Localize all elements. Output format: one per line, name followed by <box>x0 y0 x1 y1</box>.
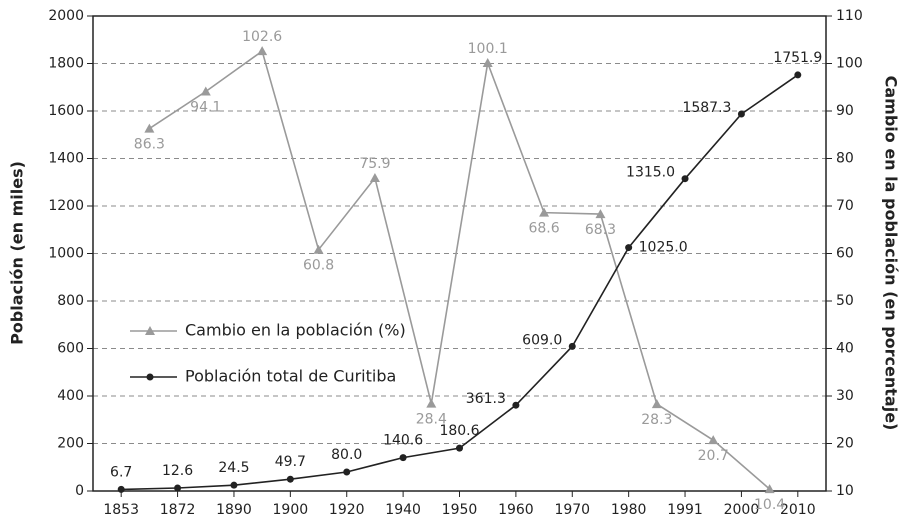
y-tick-label: 800 <box>57 293 84 309</box>
data-label: 1315.0 <box>626 165 675 181</box>
data-label: 28.3 <box>641 412 672 428</box>
y-axis-title: Población (en miles) <box>8 161 27 345</box>
x-tick-label: 1950 <box>442 502 478 518</box>
point <box>257 46 268 56</box>
point <box>200 86 211 96</box>
data-label: 180.6 <box>439 423 479 439</box>
point <box>230 481 238 489</box>
x-tick-label: 1872 <box>160 502 196 518</box>
y-tick-label: 1200 <box>48 198 84 214</box>
y2-axis-title: Cambio en la población (en porcentaje) <box>882 76 901 431</box>
x-tick-label: 1970 <box>554 502 590 518</box>
data-label: 94.1 <box>190 100 221 116</box>
point <box>764 484 775 494</box>
y2-tick-label: 80 <box>836 151 854 167</box>
data-label: 609.0 <box>522 332 562 348</box>
point <box>313 244 324 254</box>
data-label: 1751.9 <box>773 50 822 66</box>
data-label: 60.8 <box>303 258 334 274</box>
x-tick-label: 1920 <box>329 502 365 518</box>
y2-tick-label: 30 <box>836 388 854 404</box>
data-label: 75.9 <box>359 156 390 172</box>
point <box>117 485 125 493</box>
data-label: 1025.0 <box>639 240 688 256</box>
point <box>426 398 437 408</box>
data-label: 361.3 <box>466 391 506 407</box>
point <box>174 484 182 492</box>
y2-tick-label: 20 <box>836 436 854 452</box>
point <box>625 244 633 252</box>
y2-tick-label: 90 <box>836 103 854 119</box>
data-label: 28.4 <box>416 412 447 428</box>
y-tick-label: 200 <box>57 436 84 452</box>
point <box>681 175 689 183</box>
x-tick-label: 1940 <box>385 502 421 518</box>
x-tick-label: 1890 <box>216 502 252 518</box>
data-label: 12.6 <box>162 463 193 479</box>
point <box>512 401 520 409</box>
legend-label: Población total de Curitiba <box>185 367 396 386</box>
point <box>482 58 493 68</box>
y2-tick-label: 60 <box>836 246 854 262</box>
data-label: 10.4 <box>754 497 785 513</box>
y2-tick-label: 40 <box>836 341 854 357</box>
y-tick-label: 1000 <box>48 246 84 262</box>
data-label: 6.7 <box>110 464 132 480</box>
point <box>343 468 351 476</box>
point <box>539 207 550 217</box>
data-label: 68.3 <box>585 222 616 238</box>
point <box>286 475 294 483</box>
point <box>399 454 407 462</box>
data-label: 86.3 <box>134 137 165 153</box>
point <box>144 123 155 133</box>
y-tick-label: 600 <box>57 341 84 357</box>
point <box>794 71 802 79</box>
y2-tick-label: 50 <box>836 293 854 309</box>
y-tick-label: 0 <box>75 483 84 499</box>
y2-tick-label: 100 <box>836 56 863 72</box>
data-label: 102.6 <box>242 29 282 45</box>
y2-tick-label: 10 <box>836 483 854 499</box>
y2-tick-label: 110 <box>836 8 863 24</box>
x-tick-label: 1900 <box>273 502 309 518</box>
x-tick-label: 1980 <box>611 502 647 518</box>
point <box>651 399 662 409</box>
y-tick-label: 1600 <box>48 103 84 119</box>
data-label: 49.7 <box>275 454 306 470</box>
point <box>145 326 155 335</box>
data-label: 24.5 <box>218 460 249 476</box>
data-label: 140.6 <box>383 433 423 449</box>
legend-label: Cambio en la población (%) <box>185 321 406 340</box>
point <box>146 373 154 381</box>
y-tick-label: 2000 <box>48 8 84 24</box>
plot-frame <box>92 15 827 492</box>
y-tick-label: 1400 <box>48 151 84 167</box>
point <box>595 209 606 219</box>
point <box>456 444 463 452</box>
point <box>568 342 576 350</box>
data-label: 20.7 <box>698 448 729 464</box>
series-line <box>148 49 771 490</box>
x-tick-label: 2010 <box>780 502 816 518</box>
point <box>737 110 745 118</box>
data-label: 100.1 <box>468 41 508 57</box>
y-tick-label: 400 <box>57 388 84 404</box>
x-tick-label: 2000 <box>724 502 760 518</box>
y2-tick-label: 70 <box>836 198 854 214</box>
x-tick-label: 1991 <box>667 502 703 518</box>
data-label: 80.0 <box>331 447 362 463</box>
point <box>708 435 719 445</box>
y-tick-label: 1800 <box>48 56 84 72</box>
point <box>369 172 380 182</box>
data-label: 1587.3 <box>682 100 731 116</box>
data-label: 68.6 <box>528 221 559 237</box>
x-tick-label: 1960 <box>498 502 534 518</box>
x-tick-label: 1853 <box>103 502 139 518</box>
